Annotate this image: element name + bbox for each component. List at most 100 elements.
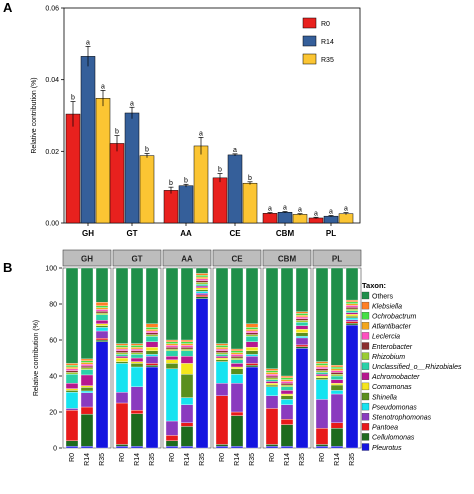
legend-swatch: [302, 53, 317, 65]
stack-segment: [65, 370, 79, 373]
y-tick-label: 0.04: [45, 77, 59, 84]
stack-segment: [345, 299, 359, 303]
bar: [193, 145, 209, 224]
stack-segment: [315, 428, 329, 445]
facet-label: CBM: [278, 255, 297, 264]
stack-segment: [130, 354, 144, 359]
facet-strip: [262, 249, 312, 267]
stack-segment: [265, 386, 279, 396]
stack-segment: [215, 444, 229, 447]
stack-segment: [115, 348, 129, 351]
legend-swatch: [361, 433, 370, 441]
stack-segment: [95, 320, 109, 324]
stack-segment: [145, 334, 159, 337]
x-category-label: GT: [126, 229, 137, 238]
stack-segment: [345, 321, 359, 324]
significance-letter: b: [169, 180, 173, 187]
stack-segment: [280, 375, 294, 378]
bar: [124, 112, 140, 224]
stack-segment: [245, 341, 259, 348]
stack-segment: [180, 446, 194, 449]
x-tick-label: R35: [349, 453, 356, 466]
legend-label: R35: [321, 57, 334, 64]
bar: [262, 213, 278, 224]
stack-segment: [245, 330, 259, 333]
stack-segment: [95, 314, 109, 321]
stack-segment: [280, 446, 294, 449]
stack-segment: [315, 374, 329, 377]
legend-label: Others: [372, 293, 394, 300]
stack-segment: [245, 332, 259, 335]
stack-segment: [145, 350, 159, 355]
stack-segment: [195, 282, 209, 285]
stack-segment: [295, 321, 309, 326]
stack-segment: [315, 267, 329, 362]
stack-segment: [145, 363, 159, 366]
stack-segment: [280, 390, 294, 395]
stack-segment: [115, 444, 129, 447]
legend-swatch: [302, 17, 317, 29]
stack-segment: [195, 275, 209, 278]
stack-segment: [165, 341, 179, 344]
legend-label: Shinella: [372, 394, 397, 401]
bar: [95, 98, 111, 224]
stack-segment: [280, 379, 294, 382]
legend-label: Atlantibacter: [371, 324, 412, 331]
significance-letter: a: [344, 206, 348, 213]
stack-segment: [345, 317, 359, 320]
stack-segment: [65, 408, 79, 411]
stack-segment: [280, 377, 294, 380]
stack-segment: [165, 420, 179, 436]
legend-swatch: [361, 402, 370, 411]
legend-swatch: [361, 342, 370, 350]
stack-segment: [65, 368, 79, 371]
stack-segment: [165, 435, 179, 441]
legend-label: Klebsiella: [372, 303, 402, 310]
stack-segment: [130, 410, 144, 414]
stack-segment: [180, 363, 194, 375]
stack-segment: [65, 365, 79, 368]
stack-segment: [65, 410, 79, 441]
stack-segment: [230, 348, 244, 351]
stack-segment: [80, 360, 94, 363]
bar: [292, 214, 308, 224]
stack-segment: [245, 329, 259, 332]
stack-segment: [230, 415, 244, 447]
stack-segment: [245, 354, 259, 357]
stack-segment: [330, 428, 344, 447]
stack-segment: [115, 356, 129, 359]
stack-segment: [280, 386, 294, 391]
plot-frame: [63, 7, 361, 224]
stack-segment: [80, 374, 94, 386]
stack-segment: [215, 354, 229, 357]
stack-segment: [165, 350, 179, 357]
x-tick-label: R0: [69, 453, 76, 462]
stack-segment: [215, 357, 229, 360]
stack-segment: [280, 267, 294, 377]
stack-segment: [315, 365, 329, 368]
y-tick-label: 0.00: [45, 221, 59, 228]
stack-segment: [280, 419, 294, 425]
stack-segment: [115, 446, 129, 449]
stack-segment: [345, 301, 359, 304]
stack-segment: [115, 361, 129, 364]
stack-segment: [195, 273, 209, 276]
stack-segment: [145, 330, 159, 333]
stack-segment: [330, 372, 344, 375]
stack-segment: [130, 267, 144, 344]
stack-segment: [280, 381, 294, 384]
stack-segment: [315, 377, 329, 380]
stack-segment: [80, 392, 94, 408]
stack-segment: [95, 325, 109, 328]
stack-segment: [80, 358, 94, 361]
stack-segment: [130, 363, 144, 368]
stack-segment: [330, 267, 344, 366]
stack-segment: [345, 267, 359, 301]
stack-segment: [330, 365, 344, 368]
facet-strip: [62, 249, 112, 267]
stack-segment: [115, 347, 129, 350]
stack-segment: [80, 390, 94, 393]
stack-segment: [330, 393, 344, 423]
bar: [139, 155, 155, 224]
x-tick-label: R35: [149, 453, 156, 466]
